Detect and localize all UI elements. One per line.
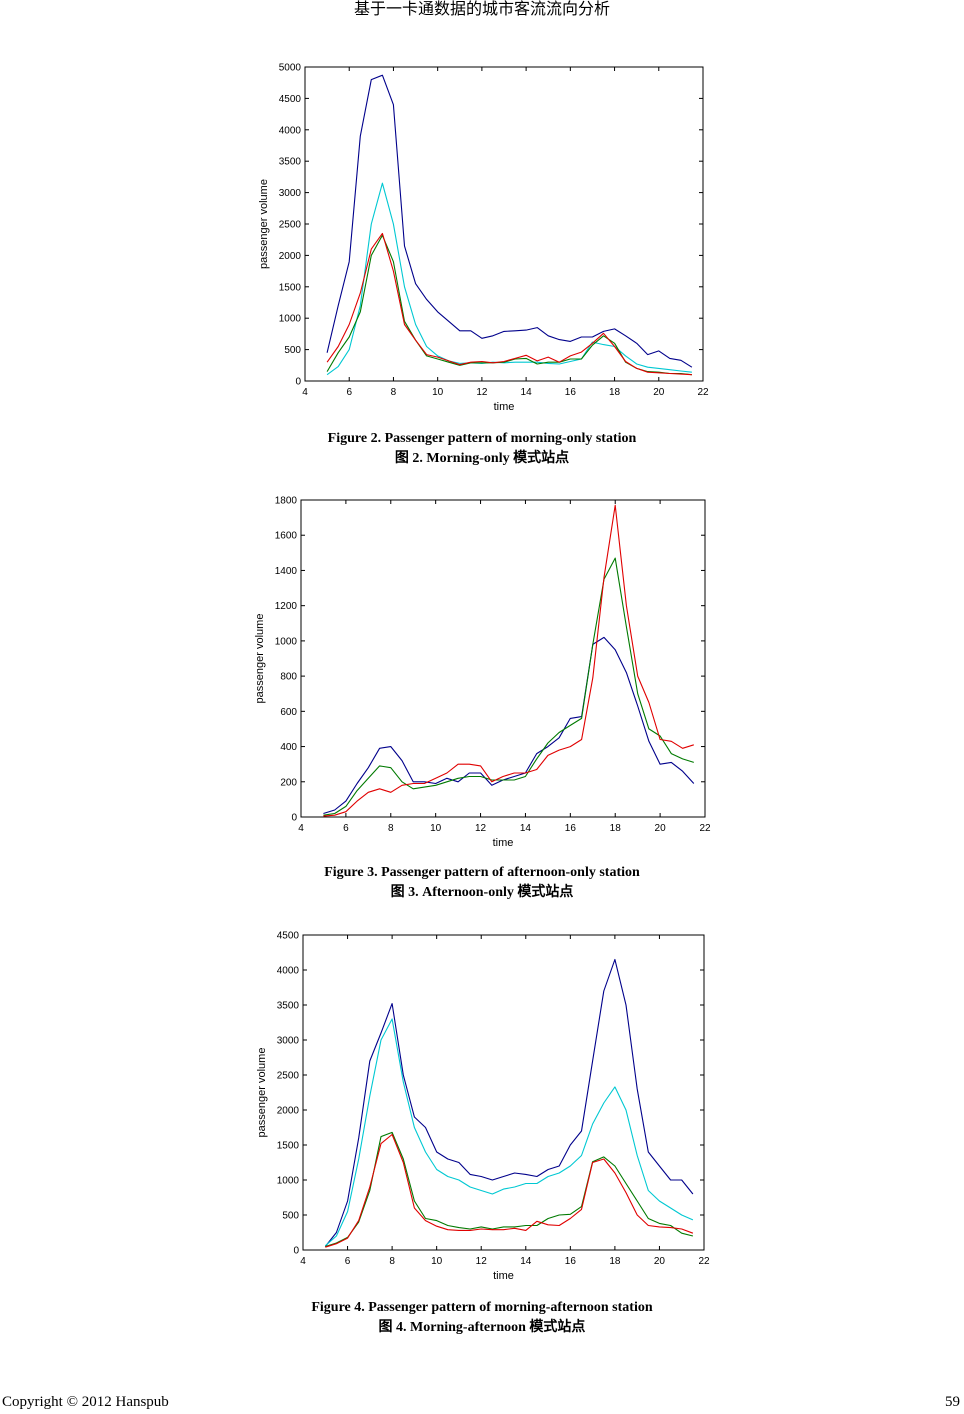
y-tick-label: 3000 [277,1036,300,1047]
plot-area [302,934,705,1251]
figure-3-caption-en: Figure 3. Passenger pattern of afternoon… [324,865,640,880]
y-tick-label: 1000 [279,314,302,325]
y-axis-label: passenger volume [256,1048,268,1138]
x-tick-label: 16 [565,1256,577,1267]
x-tick-label: 12 [476,387,488,398]
plot-area [300,499,706,818]
x-tick-label: 4 [298,823,304,834]
series-line-blue [324,958,694,1247]
chart-morning-afternoon: 4 6 8 10 12 14 16 18 20 22 0 500 1000 1500 2000 2500 300… [256,931,710,1283]
y-tick-label: 0 [295,377,301,388]
x-axis-label: time [493,837,514,849]
figure-3: 4 6 8 10 12 14 16 18 20 22 0 200 400 600 800 1000 1200 14… [254,496,711,901]
x-axis-label: time [493,1270,514,1282]
x-tick-label: 8 [389,1256,395,1267]
x-tick-label: 6 [346,387,352,398]
x-tick-label: 18 [609,1256,621,1267]
y-axis-label: passenger volume [258,179,270,269]
series-line-red [326,232,692,376]
x-tick-label: 10 [430,823,442,834]
figure-2-caption-en: Figure 2. Passenger pattern of morning-o… [327,431,637,446]
x-tick-label: 4 [300,1256,306,1267]
y-tick-label: 2500 [279,220,302,231]
x-tick-label: 18 [609,387,621,398]
series-line-green [325,1131,694,1248]
series-line-cyan [324,1018,694,1247]
y-tick-label: 3000 [279,188,302,199]
y-tick-label: 3500 [279,157,302,168]
y-tick-label: 0 [293,1246,299,1257]
y-tick-label: 3500 [277,1001,300,1012]
page-number: 59 [945,1394,960,1410]
figure-2: 4 6 8 10 12 14 16 18 20 22 0 500 1000 1500 2000 2500 300… [0,0,964,470]
y-tick-label: 800 [280,672,297,683]
figure-4-caption-zh: 图 4. Morning-afternoon 模式站点 [378,1320,586,1335]
x-tick-label: 14 [521,387,533,398]
x-tick-label: 4 [302,387,308,398]
x-tick-label: 12 [476,1256,488,1267]
x-tick-label: 22 [699,823,711,834]
y-tick-label: 1000 [275,636,298,647]
y-tick-label: 1800 [275,496,298,507]
y-tick-label: 1600 [275,531,298,542]
x-tick-label: 8 [388,823,394,834]
series-line-blue [323,636,695,815]
figure-3-caption-zh: 图 3. Afternoon-only 模式站点 [390,885,574,900]
y-tick-label: 5000 [279,63,302,74]
y-tick-label: 2000 [277,1106,300,1117]
y-tick-label: 4500 [277,931,300,942]
x-axis-label: time [494,401,515,413]
chart-afternoon-only: 4 6 8 10 12 14 16 18 20 22 0 200 400 600 800 1000 1200 14… [254,496,711,850]
y-tick-label: 1000 [277,1176,300,1187]
x-tick-label: 22 [697,387,709,398]
y-tick-label: 400 [280,742,297,753]
running-header: 基于一卡通数据的城市客流流向分析 [353,1,610,18]
x-tick-label: 20 [653,387,665,398]
series-line-cyan [326,182,692,376]
x-tick-label: 20 [655,823,667,834]
x-tick-label: 16 [565,823,577,834]
x-tick-label: 10 [432,387,444,398]
y-tick-label: 500 [284,345,301,356]
figure-4: 4 6 8 10 12 14 16 18 20 22 0 500 1000 1500 2000 2500 300… [256,931,710,1336]
y-tick-label: 600 [280,707,297,718]
x-tick-label: 14 [520,1256,532,1267]
figure-4-caption-en: Figure 4. Passenger pattern of morning-a… [311,1300,653,1315]
y-tick-label: 2000 [279,251,302,262]
y-tick-label: 500 [282,1211,299,1222]
x-tick-label: 8 [391,387,397,398]
x-tick-label: 12 [475,823,487,834]
y-tick-label: 1500 [279,282,302,293]
x-tick-label: 16 [565,387,577,398]
y-tick-label: 200 [280,777,297,788]
y-tick-label: 2500 [277,1071,300,1082]
x-tick-label: 22 [698,1256,710,1267]
series-line-green [323,557,694,816]
y-tick-label: 4500 [279,94,302,105]
series-line-red [323,504,694,817]
y-tick-label: 1200 [275,601,298,612]
x-tick-label: 10 [431,1256,443,1267]
copyright-notice: Copyright © 2012 Hanspub [2,1394,169,1410]
y-tick-label: 4000 [277,966,300,977]
y-axis-label: passenger volume [254,614,266,704]
y-tick-label: 0 [291,813,297,824]
y-tick-label: 1400 [275,566,298,577]
y-tick-label: 4000 [279,125,302,136]
series-line-blue [326,74,693,368]
x-tick-label: 14 [520,823,532,834]
chart-morning-only: 4 6 8 10 12 14 16 18 20 22 0 500 1000 1500 2000 2500 300… [258,63,709,414]
x-tick-label: 20 [654,1256,666,1267]
x-tick-label: 18 [610,823,622,834]
y-tick-label: 1500 [277,1141,300,1152]
figure-2-caption-zh: 图 2. Morning-only 模式站点 [394,451,570,466]
x-tick-label: 6 [345,1256,351,1267]
series-line-red [325,1133,694,1248]
x-tick-label: 6 [343,823,349,834]
